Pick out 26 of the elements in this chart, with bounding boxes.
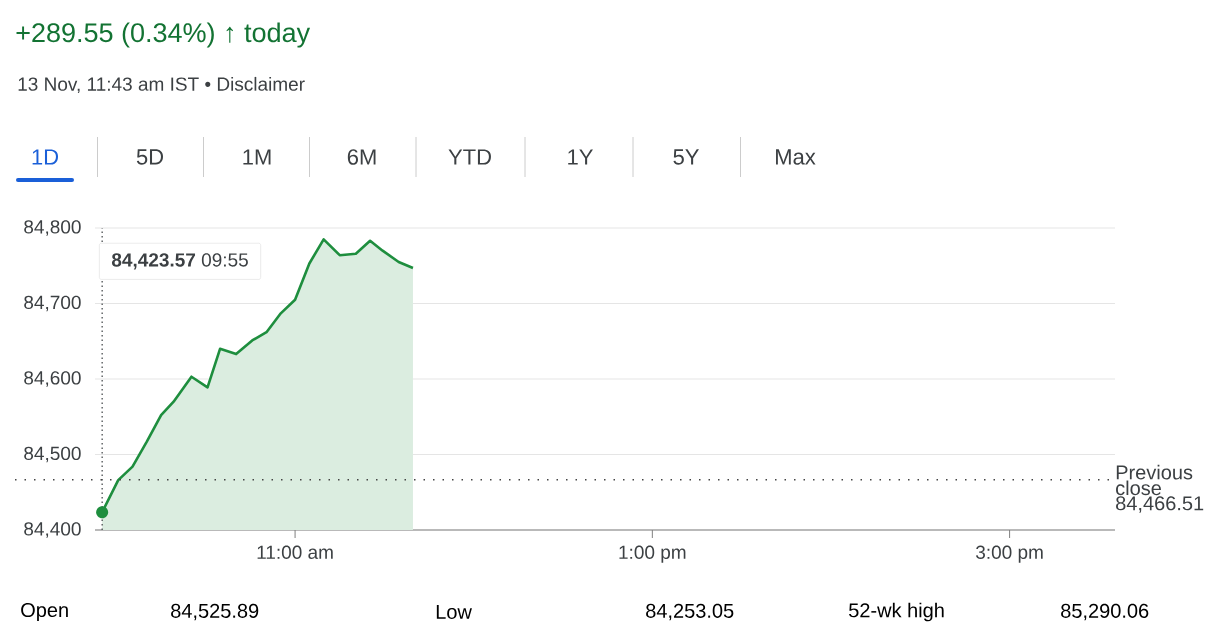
text: Open [21,602,68,622]
y-tick-label: 84,600 [24,371,81,387]
text: 1Y [568,149,593,165]
text: YTD [448,149,491,165]
chart-title: +289.55 (0.34%) ↑ today [16,22,311,48]
x-tick-label: 1:00 pm [619,545,686,563]
text: 84,525.89 [171,603,259,621]
text: Max [776,149,816,165]
ref-line-label: Previous close 84,466.51 [1116,464,1204,513]
y-tick-label: 84,400 [24,522,81,538]
text: 5D [136,149,164,165]
y-tick-label: 84,800 [24,220,81,236]
chart-subtitle: 13 Nov, 11:43 am IST • Disclaimer [18,76,305,94]
text: 85,290.06 [1061,603,1149,621]
text: 6M [347,149,376,165]
text: Low [436,605,472,619]
text: 1M [243,149,271,165]
text: 52-wk high [849,602,944,622]
text: 5Y [673,149,699,165]
x-tick-label: 11:00 am [257,545,333,559]
annotation: 84,423.57 09:55 [111,253,248,270]
y-tick-label: 84,500 [24,446,81,463]
x-tick-label: 3:00 pm [975,545,1043,563]
text: 1D [32,149,59,165]
y-tick-label: 84,700 [24,295,81,312]
text: 84,253.05 [646,603,734,621]
